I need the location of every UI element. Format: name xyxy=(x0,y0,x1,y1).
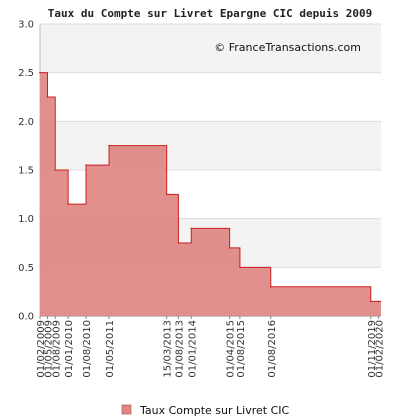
x-tick-label: 01/01/2014 xyxy=(187,320,198,378)
data-point xyxy=(269,286,272,288)
data-point xyxy=(377,300,380,303)
series-area xyxy=(39,71,381,316)
background-band xyxy=(40,24,381,73)
data-point xyxy=(165,193,168,196)
data-point xyxy=(85,164,87,166)
x-tick-label: 01/08/2016 xyxy=(267,320,278,378)
legend-label: Taux Compte sur Livret CIC xyxy=(139,404,290,417)
data-point xyxy=(239,266,241,269)
y-tick-label: 2.5 xyxy=(18,68,34,79)
data-point xyxy=(67,203,69,205)
background-band xyxy=(40,121,381,170)
y-tick-label: 2.0 xyxy=(18,117,34,128)
series-area-fill xyxy=(40,72,381,316)
x-tick-label: 01/11/2019 xyxy=(367,320,378,378)
data-point xyxy=(39,71,41,74)
y-tick-label: 0.5 xyxy=(18,263,34,274)
y-axis: 0.0 0.5 1.0 1.5 2.0 2.5 3.0 xyxy=(18,20,34,323)
data-point xyxy=(54,169,57,171)
series-line xyxy=(40,72,381,302)
x-tick-label: 01/02/2009 xyxy=(36,320,47,378)
y-tick-label: 0.0 xyxy=(18,312,34,323)
data-point xyxy=(228,247,231,249)
data-point xyxy=(370,300,372,303)
x-tick-label: 01/08/2013 xyxy=(174,320,185,378)
legend: Taux Compte sur Livret CIC xyxy=(121,404,290,417)
x-tick-label: 01/08/2015 xyxy=(236,320,247,378)
x-tick-label: 01/08/2010 xyxy=(82,320,93,378)
y-tick-label: 1.0 xyxy=(18,214,34,225)
x-tick-label: 01/08/2009 xyxy=(51,320,62,378)
y-tick-label: 3.0 xyxy=(18,20,34,31)
x-tick-label: 01/04/2015 xyxy=(226,320,237,378)
legend-swatch xyxy=(121,404,132,415)
x-tick-label: 01/05/2011 xyxy=(105,320,116,378)
x-tick-label: 01/02/2020 xyxy=(375,320,386,378)
data-point xyxy=(177,242,180,244)
x-tick-label: 01/01/2010 xyxy=(64,320,75,378)
credit-text: © FranceTransactions.com xyxy=(214,41,361,54)
background-bands xyxy=(40,24,381,268)
data-point xyxy=(108,144,110,147)
data-point xyxy=(190,227,193,230)
chart-title: Taux du Compte sur Livret Epargne CIC de… xyxy=(48,7,373,20)
x-tick-label: 01/05/2009 xyxy=(44,320,55,378)
y-tick-label: 1.5 xyxy=(18,166,34,177)
x-tick-label: 15/03/2013 xyxy=(163,320,174,378)
data-point xyxy=(46,96,49,98)
